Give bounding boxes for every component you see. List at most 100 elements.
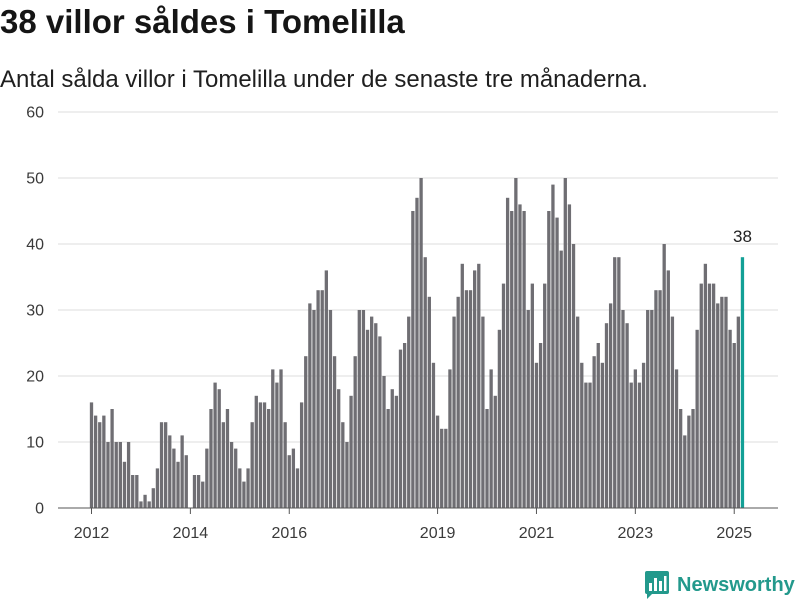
- bar: [522, 211, 526, 508]
- bar: [378, 336, 382, 508]
- bar: [559, 250, 563, 508]
- bar: [423, 257, 427, 508]
- bar: [238, 468, 242, 508]
- bar: [658, 290, 662, 508]
- bar: [543, 283, 547, 508]
- bar: [571, 244, 576, 508]
- bar: [341, 422, 345, 508]
- bar: [720, 296, 724, 508]
- bar: [625, 323, 629, 508]
- bar: [431, 362, 436, 508]
- x-tick-label: 2016: [272, 525, 308, 542]
- chart-title: 38 villor såldes i Tomelilla: [0, 3, 405, 40]
- bar: [608, 303, 613, 508]
- y-tick-label: 60: [26, 105, 44, 122]
- bar: [530, 283, 534, 508]
- bar: [328, 310, 333, 508]
- bar: [534, 362, 539, 508]
- brand-name: Newsworthy: [677, 574, 795, 596]
- bar: [584, 382, 588, 508]
- y-axis-labels: 0 10 20 30 40 50 60: [26, 105, 44, 518]
- bar: [600, 362, 605, 508]
- bar: [304, 356, 308, 508]
- bar: [164, 422, 168, 508]
- bar: [728, 329, 732, 508]
- bar: [683, 435, 687, 508]
- bar: [386, 409, 390, 508]
- bar: [312, 310, 316, 508]
- y-tick-label: 10: [26, 435, 44, 452]
- bar: [365, 329, 370, 508]
- bar: [497, 329, 502, 508]
- bar: [283, 422, 287, 508]
- bar: [695, 329, 699, 508]
- bar: [654, 290, 658, 508]
- bar: [440, 428, 444, 508]
- bar: [139, 501, 143, 508]
- bar: [736, 316, 740, 508]
- bar: [345, 442, 349, 508]
- bar: [180, 435, 184, 508]
- bar: [159, 422, 164, 508]
- bar: [501, 283, 506, 508]
- bar: [514, 178, 518, 508]
- bar: [485, 409, 489, 508]
- bar: [337, 389, 341, 508]
- bar: [213, 382, 217, 508]
- bar: [361, 310, 366, 508]
- bar: [382, 376, 386, 508]
- bar: [407, 316, 411, 508]
- bar: [131, 475, 135, 508]
- bar: [234, 448, 238, 508]
- bar: [473, 270, 477, 508]
- x-tick-label: 2019: [420, 525, 456, 542]
- bar: [275, 382, 279, 508]
- bar: [357, 310, 361, 508]
- bar: [374, 323, 378, 508]
- bar: [411, 211, 415, 508]
- bar: [176, 461, 180, 508]
- bar: [510, 211, 514, 508]
- bar: [592, 356, 596, 508]
- bar: [518, 204, 522, 508]
- y-tick-label: 50: [26, 171, 44, 188]
- bar: [205, 448, 209, 508]
- bar: [637, 382, 642, 508]
- bar: [489, 369, 493, 508]
- bar: [732, 343, 736, 508]
- annotations: 38: [733, 227, 752, 246]
- bar: [703, 263, 708, 508]
- newsworthy-logo: Newsworthy: [645, 571, 795, 599]
- bar: [604, 323, 609, 508]
- bar: [135, 475, 139, 508]
- x-tick-label: 2025: [716, 525, 752, 542]
- bar: [209, 409, 213, 508]
- bar: [98, 422, 102, 508]
- bar: [332, 356, 337, 508]
- bar: [106, 442, 110, 508]
- bar: [172, 448, 176, 508]
- bar: [551, 184, 555, 508]
- bar: [196, 475, 201, 508]
- bar: [258, 402, 263, 508]
- bar: [724, 296, 728, 508]
- bar: [262, 402, 267, 508]
- bar: [641, 362, 646, 508]
- bar: [254, 395, 258, 508]
- bar: [291, 448, 296, 508]
- bar: [505, 197, 510, 509]
- highlighted-bar: [740, 257, 745, 508]
- bar: [427, 296, 431, 508]
- bar: [320, 290, 324, 508]
- x-tick-label: 2014: [173, 525, 209, 542]
- bar: [122, 461, 127, 508]
- y-tick-label: 20: [26, 369, 44, 386]
- bar: [299, 402, 304, 508]
- bar: [650, 310, 654, 508]
- bar: [415, 197, 419, 509]
- bar: [588, 382, 592, 508]
- bar: [687, 415, 691, 508]
- bar: [353, 356, 357, 508]
- bar: [250, 422, 254, 508]
- bar: [567, 204, 572, 508]
